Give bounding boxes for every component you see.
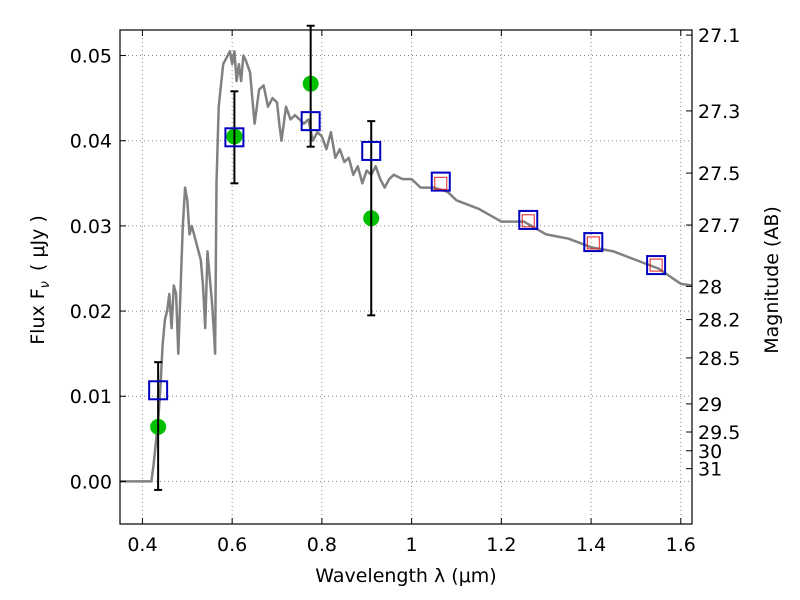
x-tick-label: 1.4 (576, 534, 606, 556)
y-axis-label-sub: ν (38, 281, 53, 288)
axes: 0.4 0.6 0.8 1 1.2 1.4 1.6 0.00 0.01 0.02 0.03 0.04 0… (70, 25, 741, 556)
model-flux-square (518, 209, 539, 230)
right-tick-label: 28.2 (698, 310, 740, 332)
right-tick-label: 27.7 (698, 215, 740, 237)
y-tick-label: 0.03 (70, 216, 112, 238)
y-axis-label-unit: ( μJy ) (27, 215, 49, 271)
plot-frame (119, 29, 693, 525)
x-tick-label: 0.8 (307, 534, 337, 556)
x-tick-label: 1 (406, 534, 418, 556)
y-axis-label-group: Flux Fν ( μJy ) (27, 215, 53, 345)
x-tick-label: 1.6 (666, 534, 696, 556)
right-tick-label: 29 (698, 394, 722, 416)
grid (120, 30, 692, 524)
right-tick-label: 27.3 (698, 101, 740, 123)
y-tick-label: 0.02 (70, 301, 112, 323)
model-flux-inner-square (586, 236, 600, 250)
model-flux-square (148, 380, 169, 401)
right-tick-label: 31 (698, 459, 722, 481)
y-tick-label: 0.00 (70, 471, 112, 493)
right-tick-label: 28 (698, 276, 722, 298)
model-flux-inner-square (521, 214, 535, 228)
x-axis-label: Wavelength λ (μm) (315, 565, 496, 587)
right-tick-label: 29.5 (698, 422, 740, 444)
sed-model-line (120, 50, 693, 483)
x-tick-label: 0.6 (217, 534, 247, 556)
model-flux-square (300, 111, 321, 132)
right-tick-label: 28.5 (698, 348, 740, 370)
model-flux-square (430, 171, 451, 192)
y-tick-label: 0.04 (70, 131, 112, 153)
model-flux-square (361, 140, 382, 161)
x-tick-label: 1.2 (486, 534, 516, 556)
model-flux-inner-square (649, 258, 663, 272)
model-flux-square (646, 255, 667, 276)
right-tick-label: 27.5 (698, 163, 740, 185)
y-tick-label: 0.01 (70, 386, 112, 408)
right-tick-label: 30 (698, 441, 722, 463)
model-flux-inner-square (434, 176, 448, 190)
y-axis-label-main: Flux F (27, 288, 49, 344)
right-axis-label: Magnitude (AB) (761, 206, 783, 354)
plot-area (120, 24, 693, 491)
y-tick-label: 0.05 (70, 46, 112, 68)
model-flux-square (224, 127, 245, 148)
model-flux-square (583, 232, 604, 253)
y-axis-label: Flux Fν ( μJy ) (27, 215, 53, 345)
right-tick-label: 27.1 (698, 25, 740, 47)
x-tick-label: 0.4 (127, 534, 157, 556)
